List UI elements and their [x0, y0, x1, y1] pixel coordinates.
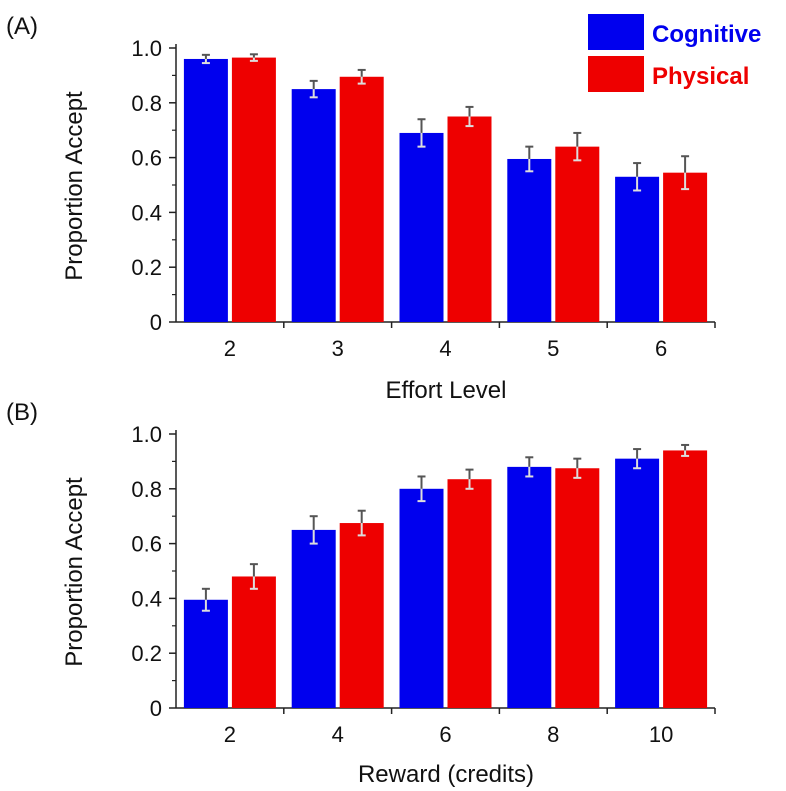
panel-b-error-bar-physical — [465, 468, 474, 490]
panel-a-error-bar-physical — [357, 68, 366, 85]
panel-b-y-tick-label: 0.4 — [131, 586, 162, 611]
panel-b-bar-physical — [663, 450, 708, 708]
panel-a-bar-cognitive — [399, 132, 444, 322]
panel-b-x-tick-label: 2 — [224, 722, 236, 747]
panel-b-plot: 0 0.2 0.4 0.6 0.8 1.0 2 4 6 8 10 — [131, 422, 716, 747]
panel-b-y-tick-label: 0 — [150, 696, 162, 721]
panel-a-error-bar-cognitive — [201, 53, 210, 65]
panel-a-x-axis-label: Effort Level — [386, 377, 507, 404]
panel-a-bar-physical — [447, 116, 492, 322]
legend-label-physical: Physical — [652, 63, 749, 90]
panel-b-error-bar-physical — [573, 457, 582, 479]
panel-a-bar-physical — [663, 172, 708, 322]
panel-b-error-bar-cognitive — [525, 456, 534, 478]
panel-a-error-bar-cognitive — [633, 162, 642, 192]
panel-b-bar-physical — [231, 576, 276, 708]
legend-label-cognitive: Cognitive — [652, 21, 761, 48]
panel-b-x-tick-label: 6 — [439, 722, 451, 747]
panel-a-bar-cognitive — [615, 176, 660, 322]
panel-a-bar-cognitive — [183, 58, 228, 323]
panel-a-plot: 0 0.2 0.4 0.6 0.8 1.0 2 3 4 5 6 — [131, 36, 716, 361]
panel-a-x-tick-label: 3 — [332, 336, 344, 361]
panel-b-bar-cognitive — [615, 458, 660, 708]
panel-b-bar-cognitive — [183, 599, 228, 708]
panel-b-bar-physical — [339, 523, 384, 708]
panel-a-y-tick-label: 1.0 — [131, 36, 162, 61]
panel-a-error-bar-physical — [573, 131, 582, 162]
panel-a-bar-cognitive — [291, 89, 336, 322]
panel-a-label: (A) — [6, 13, 38, 40]
panel-a-y-tick-label: 0.8 — [131, 91, 162, 116]
panel-a-bar-physical — [339, 76, 384, 323]
legend-swatch-cognitive — [588, 14, 644, 50]
panel-b-error-bar-cognitive — [201, 587, 210, 612]
panel-b-label: (B) — [6, 399, 38, 426]
panel-a-bar-physical — [555, 146, 600, 322]
panel-b-x-tick-label: 8 — [547, 722, 559, 747]
panel-a-x-tick-label: 4 — [439, 336, 451, 361]
panel-b-error-bar-cognitive — [309, 515, 318, 545]
panel-b-error-bar-physical — [357, 509, 366, 537]
panel-b-bar-cognitive — [399, 488, 444, 708]
panel-a-error-bar-cognitive — [417, 118, 426, 148]
panel-b-y-axis-label: Proportion Accept — [61, 477, 88, 667]
panel-b-y-tick-label: 0.8 — [131, 477, 162, 502]
panel-b: (B) Proportion Accept Reward (credits) 0… — [6, 399, 716, 788]
panel-a-error-bar-cognitive — [309, 79, 318, 99]
legend-swatch-physical — [588, 56, 644, 92]
panel-a-x-tick-label: 2 — [224, 336, 236, 361]
panel-b-x-tick-label: 10 — [649, 722, 673, 747]
panel-a-y-axis-label: Proportion Accept — [61, 91, 88, 281]
panel-a-bar-physical — [231, 57, 276, 323]
panel-b-x-tick-label: 4 — [332, 722, 344, 747]
panel-b-error-bar-cognitive — [633, 448, 642, 470]
panel-b-error-bar-cognitive — [417, 475, 426, 503]
panel-a-y-tick-label: 0.4 — [131, 200, 162, 225]
panel-a-x-tick-label: 6 — [655, 336, 667, 361]
panel-b-bar-cognitive — [291, 529, 336, 708]
panel-b-x-axis-label: Reward (credits) — [358, 761, 534, 788]
panel-a-error-bar-physical — [681, 155, 690, 191]
panel-a-y-tick-label: 0 — [150, 310, 162, 335]
legend: Cognitive Physical — [588, 14, 761, 92]
panel-a-bar-cognitive — [507, 158, 552, 322]
panel-b-y-tick-label: 0.6 — [131, 532, 162, 557]
panel-b-y-tick-label: 1.0 — [131, 422, 162, 447]
panel-b-bar-physical — [555, 468, 600, 708]
panel-a-error-bar-cognitive — [525, 145, 534, 173]
panel-a-error-bar-physical — [249, 53, 258, 62]
panel-b-bar-physical — [447, 479, 492, 708]
panel-a-y-tick-label: 0.2 — [131, 255, 162, 280]
panel-a-error-bar-physical — [465, 105, 474, 128]
panel-b-bar-cognitive — [507, 466, 552, 708]
panel-b-error-bar-physical — [249, 563, 258, 590]
panel-a-x-tick-label: 5 — [547, 336, 559, 361]
panel-a-y-tick-label: 0.6 — [131, 146, 162, 171]
panel-a: (A) Proportion Accept Effort Level 00.20… — [6, 13, 716, 404]
panel-b-y-tick-label: 0.2 — [131, 641, 162, 666]
panel-b-error-bar-physical — [681, 443, 690, 457]
